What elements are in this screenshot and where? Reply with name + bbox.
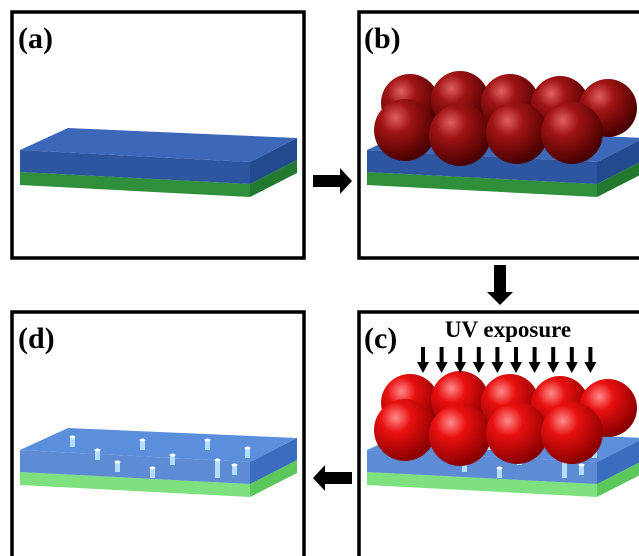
arrow-left xyxy=(313,465,352,491)
sphere xyxy=(486,102,548,164)
sphere xyxy=(541,402,603,464)
panel-label: (b) xyxy=(364,22,401,55)
arrow-down xyxy=(487,265,513,305)
sphere xyxy=(374,99,436,161)
panel-label: (d) xyxy=(18,322,55,355)
pillar-top xyxy=(232,464,238,467)
figure: (a) (b) (c) UV exposure (d) xyxy=(0,0,639,556)
sphere xyxy=(429,104,491,166)
sphere xyxy=(541,102,603,164)
panel-label: (c) xyxy=(364,322,397,355)
pillar-top xyxy=(245,447,251,450)
pillar-top xyxy=(215,459,221,462)
sphere xyxy=(486,402,548,464)
pillar-top xyxy=(140,439,146,442)
pillar xyxy=(215,460,220,478)
pillar-top xyxy=(95,449,101,452)
sphere xyxy=(374,399,436,461)
pillar-top xyxy=(170,454,176,457)
substrate-d xyxy=(20,428,297,497)
sphere xyxy=(429,404,491,466)
pillar-top xyxy=(205,439,211,442)
pillar-top xyxy=(497,467,503,470)
substrate-a xyxy=(20,128,297,197)
panel-label: (a) xyxy=(18,22,53,55)
annotation: UV exposure xyxy=(445,317,571,342)
pillar-top xyxy=(579,464,585,467)
pillar-top xyxy=(150,467,156,470)
pillar-top xyxy=(70,436,76,439)
arrow-right xyxy=(313,168,352,194)
pillar-top xyxy=(115,461,121,464)
